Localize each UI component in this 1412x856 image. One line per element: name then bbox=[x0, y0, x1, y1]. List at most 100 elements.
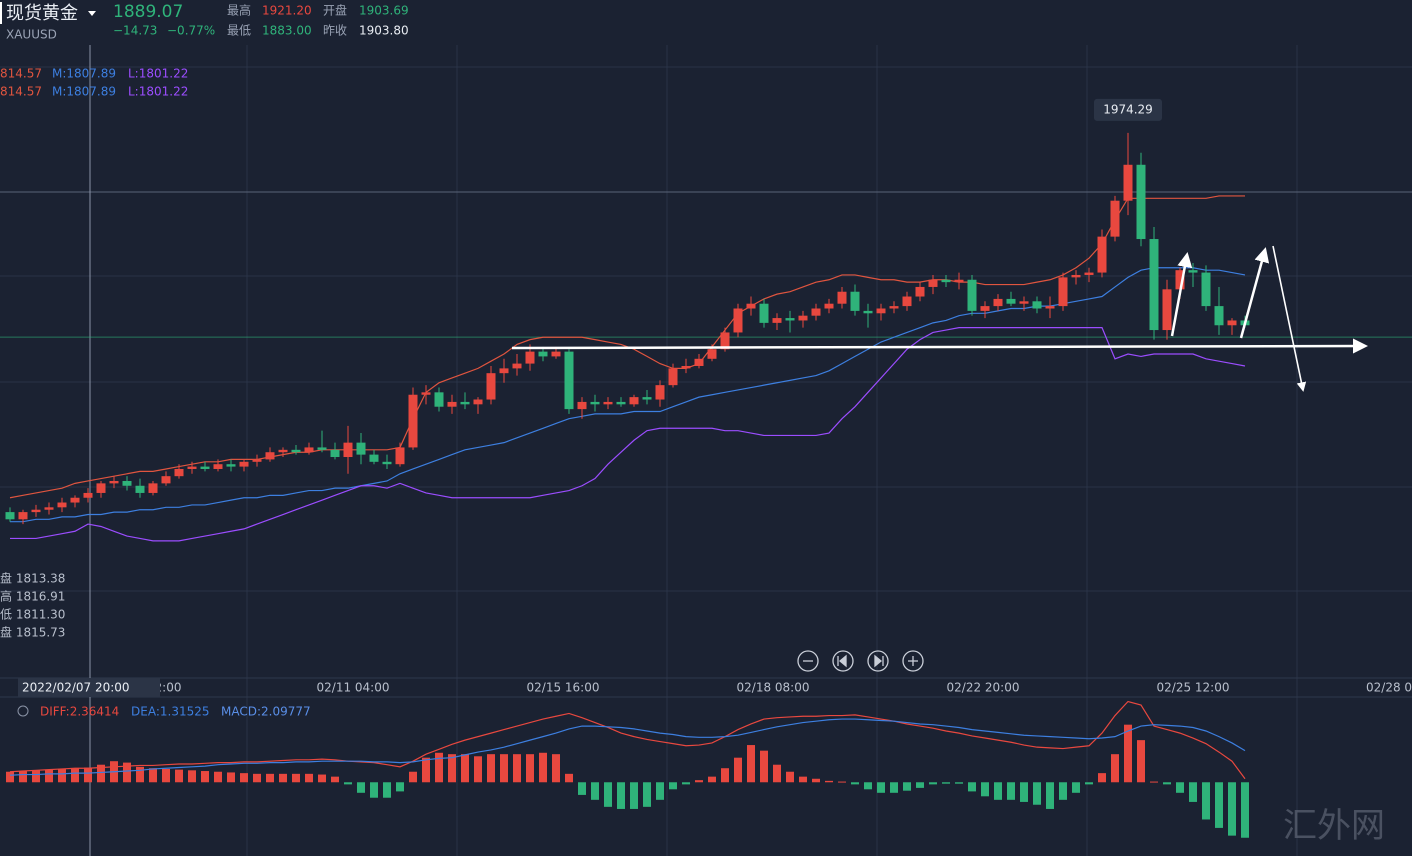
candle-body bbox=[1032, 301, 1042, 309]
candle-body bbox=[473, 399, 483, 405]
macd-bar bbox=[1098, 773, 1106, 783]
zoom-out[interactable] bbox=[797, 650, 819, 672]
macd-bar bbox=[240, 773, 248, 783]
candle-body bbox=[434, 392, 444, 407]
macd-bar bbox=[539, 752, 547, 783]
stat-value: 1921.20 bbox=[262, 4, 312, 18]
candle-body bbox=[57, 502, 67, 508]
candle-body bbox=[941, 279, 951, 283]
candle-body bbox=[915, 286, 925, 297]
x-tick-label: 02/22 20:00 bbox=[947, 681, 1020, 695]
candle-body bbox=[655, 385, 665, 400]
candle-body bbox=[876, 308, 886, 314]
zoom-in[interactable] bbox=[902, 650, 924, 672]
macd-bar bbox=[500, 754, 508, 783]
mid-value: M:1807.89 bbox=[52, 67, 116, 81]
upper-value: 814.57 bbox=[0, 85, 42, 99]
macd-bar bbox=[344, 782, 352, 785]
candle-body bbox=[1110, 200, 1120, 237]
candle-body bbox=[1084, 272, 1094, 275]
macd-bar bbox=[149, 768, 157, 783]
candle-body bbox=[707, 349, 717, 359]
ohlc: 高 1816.91 bbox=[0, 589, 65, 604]
candle-body bbox=[1188, 270, 1198, 273]
diff-line bbox=[9, 700, 1246, 780]
candle-body bbox=[1227, 320, 1237, 326]
macd-label: MACD:2.09777 bbox=[221, 705, 311, 719]
candle-body bbox=[1214, 306, 1224, 326]
band-line bbox=[10, 327, 1246, 542]
candle-body bbox=[746, 303, 756, 309]
candle-body bbox=[278, 449, 288, 453]
macd-bar bbox=[409, 771, 417, 783]
candle-body bbox=[629, 397, 639, 405]
stat-label: 最低 bbox=[227, 24, 251, 38]
macd-bar bbox=[721, 768, 729, 783]
candle-body bbox=[174, 468, 184, 477]
candle-body bbox=[980, 306, 990, 311]
macd-bar bbox=[747, 745, 755, 783]
candle-body bbox=[291, 449, 301, 453]
candle-body bbox=[1097, 236, 1107, 273]
macd-bar bbox=[1163, 782, 1171, 785]
candle-body bbox=[1006, 298, 1016, 304]
macd-bar bbox=[1228, 782, 1236, 836]
candle-body bbox=[148, 483, 158, 493]
scroll-left[interactable] bbox=[832, 650, 854, 672]
scroll-right[interactable] bbox=[867, 650, 889, 672]
ohlc: 盘 1813.38 bbox=[0, 571, 65, 586]
candle-body bbox=[1045, 306, 1055, 309]
macd-bar bbox=[890, 782, 898, 793]
macd-bar bbox=[565, 773, 573, 783]
change: −14.73 bbox=[113, 24, 157, 38]
candle-body bbox=[343, 442, 353, 458]
macd-bar bbox=[136, 766, 144, 783]
dropdown[interactable] bbox=[88, 11, 96, 16]
macd-bar bbox=[1137, 740, 1145, 783]
candle-body bbox=[642, 397, 652, 400]
indicator-legend: 814.57 M:1807.89 L:1801.22 814.57 M:1807… bbox=[0, 67, 188, 99]
high-callout-box bbox=[1094, 98, 1162, 121]
macd-bar bbox=[84, 767, 92, 783]
macd-bar bbox=[422, 757, 430, 783]
macd-bar bbox=[1150, 781, 1158, 783]
instrument-name: 现货黄金 bbox=[6, 3, 78, 24]
candle-body bbox=[122, 480, 132, 486]
crosshair-time: 2022/02/07 20:00 bbox=[18, 678, 160, 697]
candle-body bbox=[681, 365, 691, 369]
candle-body bbox=[525, 351, 535, 364]
macd-bar bbox=[266, 773, 274, 783]
upper-value: 814.57 bbox=[0, 67, 42, 81]
price-pane: 1974.29 bbox=[0, 98, 1412, 542]
macd-bar bbox=[305, 773, 313, 783]
macd-bar bbox=[617, 782, 625, 809]
mid-value: M:1807.89 bbox=[52, 85, 116, 99]
candle-body bbox=[1071, 274, 1081, 278]
candle-body bbox=[889, 306, 899, 309]
macd-bar bbox=[71, 768, 79, 783]
macd-bar bbox=[175, 769, 183, 783]
candle-body bbox=[460, 401, 470, 405]
candle-body bbox=[733, 308, 743, 333]
macd-bar bbox=[1072, 782, 1080, 793]
macd-bar bbox=[435, 752, 443, 783]
dea-label: DEA:1.31525 bbox=[131, 705, 210, 719]
candle-body bbox=[421, 392, 431, 395]
candle-body bbox=[1201, 272, 1211, 307]
macd-bar bbox=[708, 776, 716, 783]
x-axis: 2:00 02/11 04:00 02/15 16:00 02/18 08:00 02/… bbox=[155, 681, 1412, 695]
settings[interactable] bbox=[17, 705, 29, 717]
macd-bar bbox=[214, 771, 222, 783]
macd-bar bbox=[370, 782, 378, 798]
macd-bar bbox=[474, 756, 482, 783]
macd-bar bbox=[1111, 754, 1119, 783]
candle-body bbox=[447, 401, 457, 407]
candle-body bbox=[330, 449, 340, 458]
candle-body bbox=[694, 358, 704, 366]
macd-bar bbox=[513, 754, 521, 783]
macd-bar bbox=[1215, 782, 1223, 828]
macd-bar bbox=[799, 776, 807, 783]
macd-bar bbox=[1007, 782, 1015, 800]
x-tick-label: 02/28 0 bbox=[1366, 681, 1412, 695]
